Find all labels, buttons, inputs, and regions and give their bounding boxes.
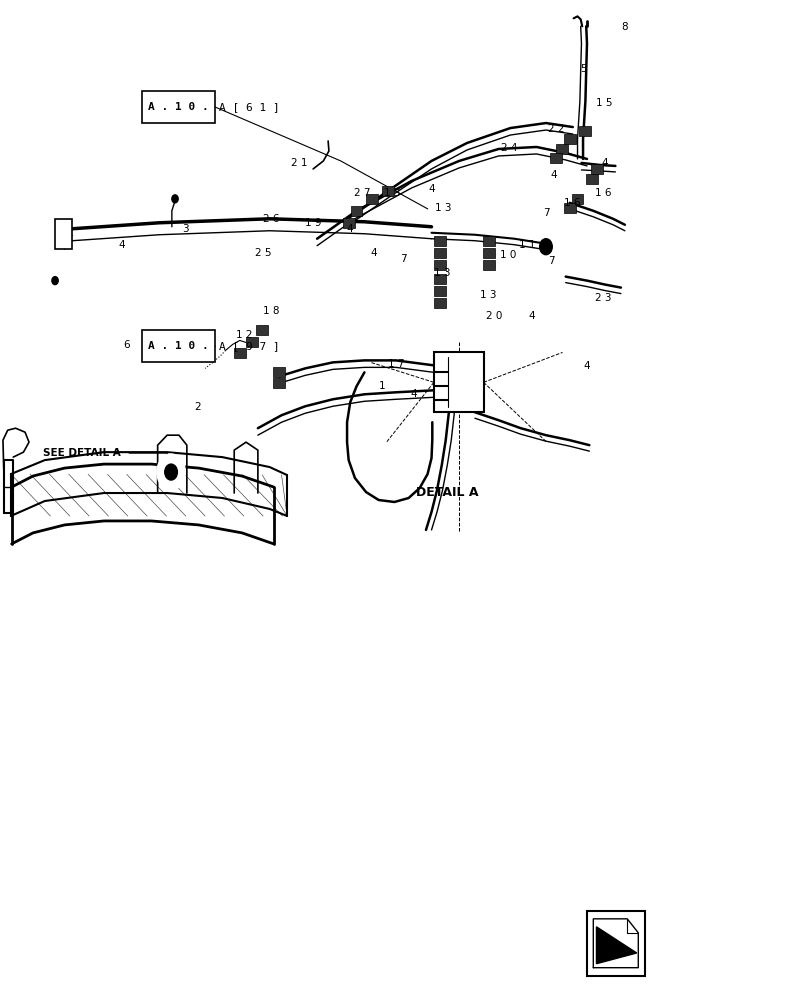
Text: 1 5: 1 5 bbox=[596, 98, 612, 108]
FancyBboxPatch shape bbox=[434, 260, 446, 270]
Text: 2 1: 2 1 bbox=[291, 158, 308, 168]
Text: 7: 7 bbox=[543, 208, 550, 218]
FancyBboxPatch shape bbox=[273, 378, 285, 388]
Text: 1 6: 1 6 bbox=[595, 188, 611, 198]
FancyBboxPatch shape bbox=[483, 248, 495, 258]
Text: 8: 8 bbox=[622, 22, 628, 32]
Text: 3: 3 bbox=[182, 224, 188, 234]
FancyBboxPatch shape bbox=[564, 134, 576, 144]
Text: A [ 9 7 ]: A [ 9 7 ] bbox=[219, 341, 280, 351]
FancyBboxPatch shape bbox=[550, 153, 562, 163]
Text: 7: 7 bbox=[401, 254, 407, 264]
Text: 2 5: 2 5 bbox=[255, 248, 272, 258]
FancyBboxPatch shape bbox=[572, 194, 584, 204]
Text: 1 9: 1 9 bbox=[305, 218, 322, 228]
Text: 1: 1 bbox=[379, 381, 385, 391]
Text: 1 3: 1 3 bbox=[480, 290, 497, 300]
Text: SEE DETAIL A: SEE DETAIL A bbox=[44, 448, 121, 458]
Text: 1 2: 1 2 bbox=[236, 330, 253, 340]
FancyBboxPatch shape bbox=[142, 91, 215, 123]
Circle shape bbox=[172, 195, 178, 203]
FancyBboxPatch shape bbox=[483, 236, 495, 246]
Text: 5: 5 bbox=[580, 64, 586, 74]
Text: 4: 4 bbox=[371, 248, 377, 258]
FancyBboxPatch shape bbox=[556, 144, 568, 154]
Text: A . 1 0 .: A . 1 0 . bbox=[148, 102, 209, 112]
FancyBboxPatch shape bbox=[273, 367, 285, 377]
FancyBboxPatch shape bbox=[351, 206, 363, 216]
FancyBboxPatch shape bbox=[383, 186, 394, 196]
Circle shape bbox=[165, 464, 177, 480]
Text: 1 0: 1 0 bbox=[500, 250, 516, 260]
Text: 1 7: 1 7 bbox=[388, 359, 404, 369]
FancyBboxPatch shape bbox=[234, 348, 246, 358]
FancyBboxPatch shape bbox=[434, 298, 446, 308]
Text: 2: 2 bbox=[194, 402, 200, 412]
FancyBboxPatch shape bbox=[564, 203, 576, 213]
Text: 7: 7 bbox=[548, 256, 554, 266]
Text: 4: 4 bbox=[119, 240, 125, 250]
FancyBboxPatch shape bbox=[256, 325, 268, 335]
FancyBboxPatch shape bbox=[434, 274, 446, 284]
FancyBboxPatch shape bbox=[142, 330, 215, 362]
Text: 2 3: 2 3 bbox=[595, 293, 611, 303]
Text: 4: 4 bbox=[528, 311, 535, 321]
Text: 4: 4 bbox=[347, 224, 353, 234]
Text: 1 3: 1 3 bbox=[433, 268, 450, 278]
Text: 2 4: 2 4 bbox=[501, 143, 517, 153]
FancyBboxPatch shape bbox=[55, 219, 72, 249]
Text: 2 7: 2 7 bbox=[354, 188, 371, 198]
Polygon shape bbox=[596, 927, 637, 964]
FancyBboxPatch shape bbox=[434, 286, 446, 296]
FancyBboxPatch shape bbox=[586, 174, 598, 184]
Text: 4: 4 bbox=[428, 184, 435, 194]
Circle shape bbox=[52, 277, 59, 285]
Text: 1 8: 1 8 bbox=[263, 306, 280, 316]
Text: DETAIL A: DETAIL A bbox=[416, 486, 478, 499]
Text: 1 1: 1 1 bbox=[519, 240, 535, 250]
FancyBboxPatch shape bbox=[483, 260, 495, 270]
Text: 2 6: 2 6 bbox=[263, 214, 280, 224]
Text: A [ 6 1 ]: A [ 6 1 ] bbox=[219, 102, 280, 112]
Text: 1 3: 1 3 bbox=[384, 188, 400, 198]
Text: 1 6: 1 6 bbox=[564, 198, 581, 208]
Text: 1 3: 1 3 bbox=[435, 203, 451, 213]
FancyBboxPatch shape bbox=[587, 911, 645, 976]
Text: 2 0: 2 0 bbox=[486, 311, 503, 321]
Text: 6: 6 bbox=[123, 340, 129, 350]
Text: 4: 4 bbox=[584, 361, 590, 371]
FancyBboxPatch shape bbox=[434, 248, 446, 258]
Text: 4: 4 bbox=[410, 389, 417, 399]
FancyBboxPatch shape bbox=[343, 218, 355, 228]
FancyBboxPatch shape bbox=[580, 126, 592, 136]
FancyBboxPatch shape bbox=[246, 337, 258, 347]
Text: 4: 4 bbox=[550, 170, 557, 180]
Text: 2 2: 2 2 bbox=[548, 124, 565, 134]
Text: A . 1 0 .: A . 1 0 . bbox=[148, 341, 209, 351]
FancyBboxPatch shape bbox=[592, 164, 604, 174]
FancyBboxPatch shape bbox=[434, 236, 446, 246]
FancyBboxPatch shape bbox=[367, 194, 379, 204]
FancyBboxPatch shape bbox=[434, 352, 484, 412]
Circle shape bbox=[539, 239, 552, 255]
Text: 4: 4 bbox=[601, 158, 607, 168]
Circle shape bbox=[157, 454, 185, 490]
